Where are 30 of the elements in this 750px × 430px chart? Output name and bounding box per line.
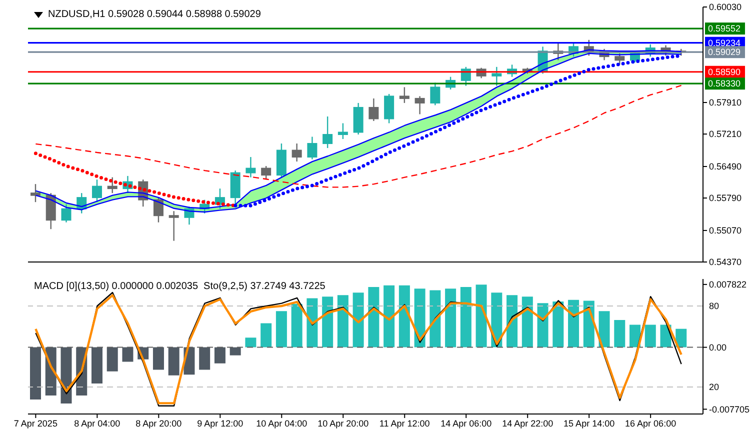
x-tick-label: 10 Apr 04:00 xyxy=(256,418,308,428)
x-tick-label: 16 Apr 06:00 xyxy=(625,418,676,428)
x-tick-label: 14 Apr 22:00 xyxy=(502,418,554,428)
x-tick-label: 10 Apr 20:00 xyxy=(318,418,369,428)
chart-title: NZDUSD,H1 0.59028 0.59044 0.58988 0.59029 xyxy=(48,9,261,20)
y-tick-label: 0.55070 xyxy=(709,226,742,236)
y-tick-label: 0.00 xyxy=(709,342,727,352)
y-tick-label: 0.57910 xyxy=(709,98,742,108)
x-tick-label: 8 Apr 04:00 xyxy=(74,418,120,428)
x-tick-label: 11 Apr 12:00 xyxy=(379,418,430,428)
y-tick-label: 0.60030 xyxy=(709,2,742,12)
y-tick-label: 0.55790 xyxy=(709,193,742,204)
y-tick-label: -0.007705 xyxy=(709,404,750,414)
y2-tick-label: 20 xyxy=(709,382,720,392)
x-tick-label: 9 Apr 12:00 xyxy=(197,418,244,428)
x-tick-label: 14 Apr 06:00 xyxy=(440,418,492,428)
ref-line-label: 0.58330 xyxy=(708,78,741,89)
ref-line-label: 0.58590 xyxy=(708,66,741,77)
ref-line-label: 0.59552 xyxy=(708,24,741,34)
x-tick-label: 15 Apr 14:00 xyxy=(564,418,615,428)
x-tick-label: 8 Apr 20:00 xyxy=(136,418,182,428)
y-tick-label: 0.007822 xyxy=(709,280,747,290)
chart-title: MACD [0](13,50) 0.000000 0.002035 Sto(9,2,5) 37.2749 43.7225 xyxy=(34,281,326,292)
ref-line-label: 0.59029 xyxy=(708,47,741,58)
y-tick-label: 0.56490 xyxy=(709,162,742,172)
ref-line-label: 0.59234 xyxy=(708,38,741,48)
x-tick-label: 7 Apr 2025 xyxy=(14,418,58,428)
y2-tick-label: 80 xyxy=(709,301,720,311)
y-tick-label: 0.57210 xyxy=(709,129,742,140)
y-tick-label: 0.54370 xyxy=(709,257,742,268)
